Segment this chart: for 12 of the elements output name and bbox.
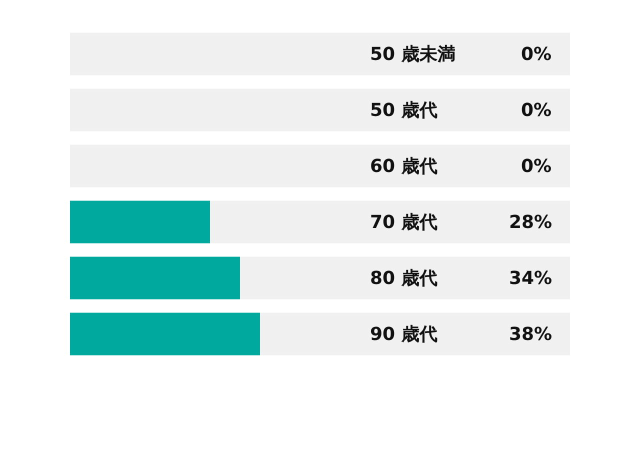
data-label: 0%: [521, 156, 552, 177]
data-label: 0%: [521, 44, 552, 65]
y-tick-label: 50 歳代: [370, 100, 438, 121]
y-tick-label: 50 歳未満: [370, 44, 456, 65]
data-label: 0%: [521, 100, 552, 121]
y-tick-label: 60 歳代: [370, 156, 438, 177]
data-label: 28%: [509, 212, 552, 233]
y-tick-label: 80 歳代: [370, 268, 438, 289]
data-label: 38%: [509, 324, 552, 345]
data-label: 34%: [509, 268, 552, 289]
y-tick-label: 70 歳代: [370, 212, 438, 233]
y-tick-label: 90 歳代: [370, 324, 438, 345]
